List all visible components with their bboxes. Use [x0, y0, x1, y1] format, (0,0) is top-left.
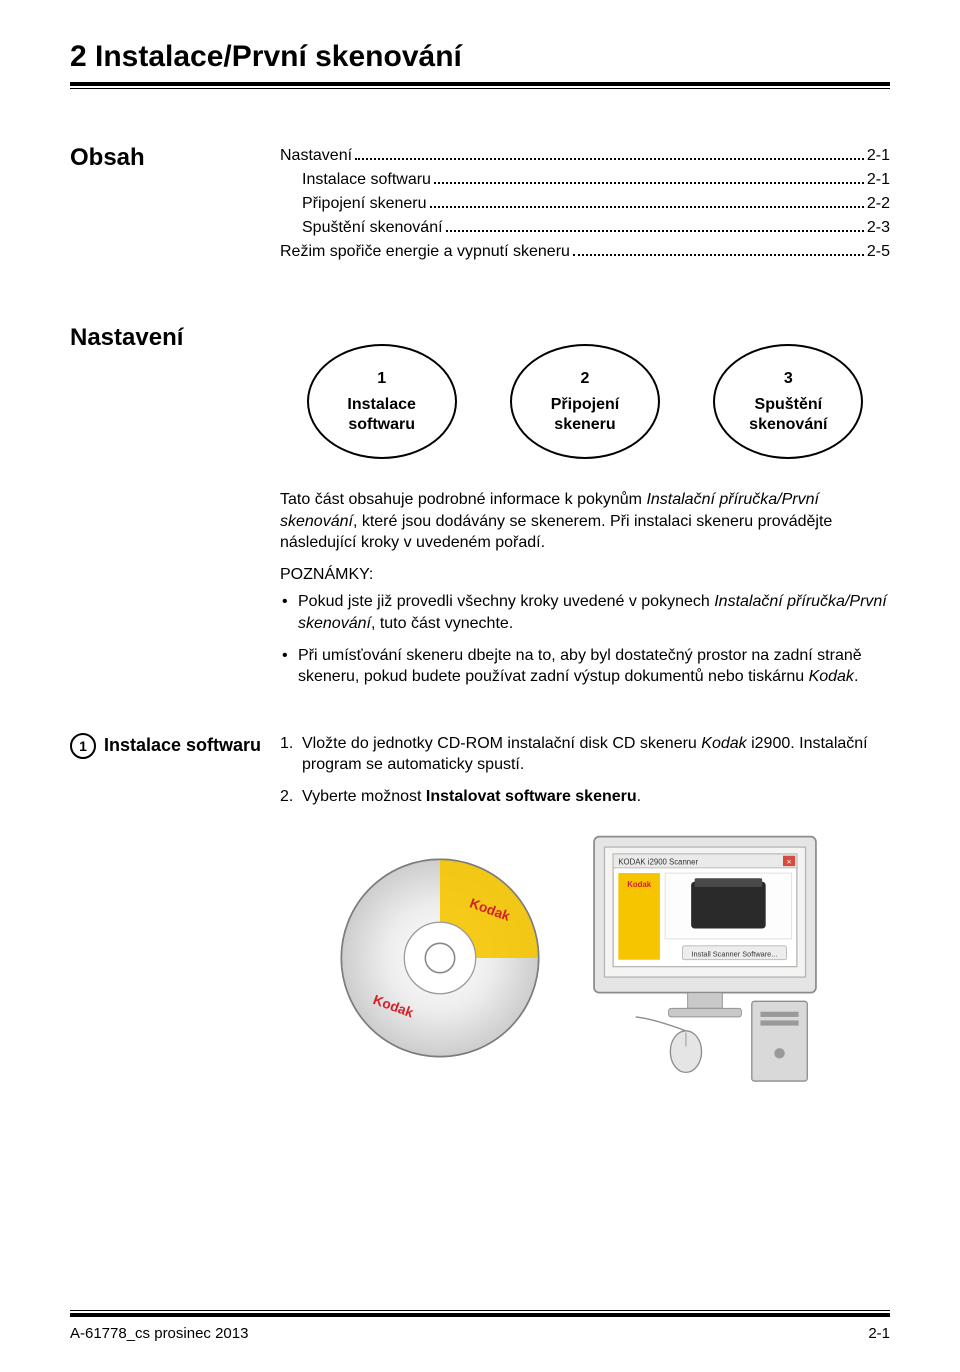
- toc-label: Nastavení: [280, 144, 352, 168]
- step-badge: 1: [70, 733, 96, 759]
- text: Pokud jste již provedli všechny kroky uv…: [298, 593, 714, 610]
- toc-leader: [446, 230, 864, 232]
- step-number: 3: [784, 369, 793, 389]
- toc-label: Instalace softwaru: [302, 168, 431, 192]
- step-line: Instalace: [347, 395, 415, 415]
- text: Při umísťování skeneru dbejte na to, aby…: [298, 647, 862, 686]
- text: .: [637, 788, 641, 805]
- setup-intro: Tato část obsahuje podrobné informace k …: [280, 489, 890, 554]
- toc-leader: [430, 206, 864, 208]
- toc-page: 2-3: [867, 216, 890, 240]
- toc-row: Režim spořiče energie a vypnutí skeneru …: [280, 240, 890, 264]
- step-line: Spuštění: [755, 395, 823, 415]
- toc-row: Nastavení 2-1: [280, 144, 890, 168]
- install-step: 1. Vložte do jednotky CD-ROM instalační …: [280, 733, 890, 776]
- step-line: skenování: [749, 415, 827, 435]
- step-bubble: 3 Spuštění skenování: [713, 344, 863, 459]
- step-line: softwaru: [348, 415, 415, 435]
- install-illustration: Kodak Kodak KODAK i2900 Scanner ×: [280, 828, 890, 1088]
- footer-right: 2-1: [868, 1325, 890, 1342]
- text: , tuto část vynechte.: [371, 615, 513, 632]
- toc-label: Připojení skeneru: [302, 192, 427, 216]
- toc-label: Režim spořiče energie a vypnutí skeneru: [280, 240, 570, 264]
- toc-page: 2-2: [867, 192, 890, 216]
- text-bold: Instalovat software skeneru: [426, 788, 637, 805]
- svg-text:Kodak: Kodak: [627, 879, 651, 888]
- svg-text:×: ×: [787, 856, 792, 866]
- text-italic: Kodak: [701, 735, 746, 752]
- install-step: 2. Vyberte možnost Instalovat software s…: [280, 786, 890, 808]
- toc-page: 2-1: [867, 168, 890, 192]
- install-button-label: Install Scanner Software...: [692, 949, 778, 958]
- page-footer: A-61778_cs prosinec 2013 2-1: [70, 1310, 890, 1342]
- step-number: 2: [581, 369, 590, 389]
- note-item: Při umísťování skeneru dbejte na to, aby…: [280, 645, 890, 688]
- setup-heading: Nastavení: [70, 324, 270, 352]
- toc-leader: [355, 158, 864, 160]
- toc-leader: [573, 254, 864, 256]
- computer-icon: KODAK i2900 Scanner × Kodak Install Scan…: [575, 828, 835, 1088]
- cd-icon: Kodak Kodak: [335, 853, 545, 1063]
- installer-title: KODAK i2900 Scanner: [618, 857, 698, 866]
- notes-label: POZNÁMKY:: [280, 564, 890, 586]
- toc-row: Instalace softwaru 2-1: [280, 168, 890, 192]
- step-num: 2.: [280, 786, 293, 808]
- toc-heading: Obsah: [70, 144, 270, 172]
- text: .: [854, 668, 858, 685]
- step-number: 1: [377, 369, 386, 389]
- text: Vložte do jednotky CD-ROM instalační dis…: [302, 735, 701, 752]
- toc-section: Obsah Nastavení 2-1 Instalace softwaru 2…: [70, 144, 890, 264]
- step-bubble: 2 Připojení skeneru: [510, 344, 660, 459]
- toc-page: 2-1: [867, 144, 890, 168]
- text: Vyberte možnost: [302, 788, 426, 805]
- step-line: skeneru: [554, 415, 615, 435]
- toc-page: 2-5: [867, 240, 890, 264]
- toc-list: Nastavení 2-1 Instalace softwaru 2-1 Při…: [270, 144, 890, 264]
- toc-row: Spuštění skenování 2-3: [280, 216, 890, 240]
- toc-row: Připojení skeneru 2-2: [280, 192, 890, 216]
- text: , které jsou dodávány se skenerem. Při i…: [280, 513, 832, 552]
- steps-diagram: 1 Instalace softwaru 2 Připojení skeneru…: [280, 344, 890, 459]
- divider: [70, 1310, 890, 1311]
- footer-left: A-61778_cs prosinec 2013: [70, 1325, 248, 1342]
- setup-body: Tato část obsahuje podrobné informace k …: [280, 489, 890, 688]
- setup-section: Nastavení 1 Instalace softwaru 2 Připoje…: [70, 324, 890, 698]
- step-bubble: 1 Instalace softwaru: [307, 344, 457, 459]
- install-section: 1 Instalace softwaru 1. Vložte do jednot…: [70, 733, 890, 1088]
- divider: [70, 88, 890, 89]
- chapter-title: 2 Instalace/První skenování: [70, 40, 890, 74]
- install-heading: Instalace softwaru: [104, 735, 261, 756]
- note-item: Pokud jste již provedli všechny kroky uv…: [280, 591, 890, 634]
- divider: [70, 1313, 890, 1317]
- text-italic: Kodak: [809, 668, 854, 685]
- toc-label: Spuštění skenování: [302, 216, 443, 240]
- text: Tato část obsahuje podrobné informace k …: [280, 491, 646, 508]
- step-line: Připojení: [551, 395, 619, 415]
- step-num: 1.: [280, 733, 293, 755]
- toc-leader: [434, 182, 864, 184]
- divider: [70, 82, 890, 86]
